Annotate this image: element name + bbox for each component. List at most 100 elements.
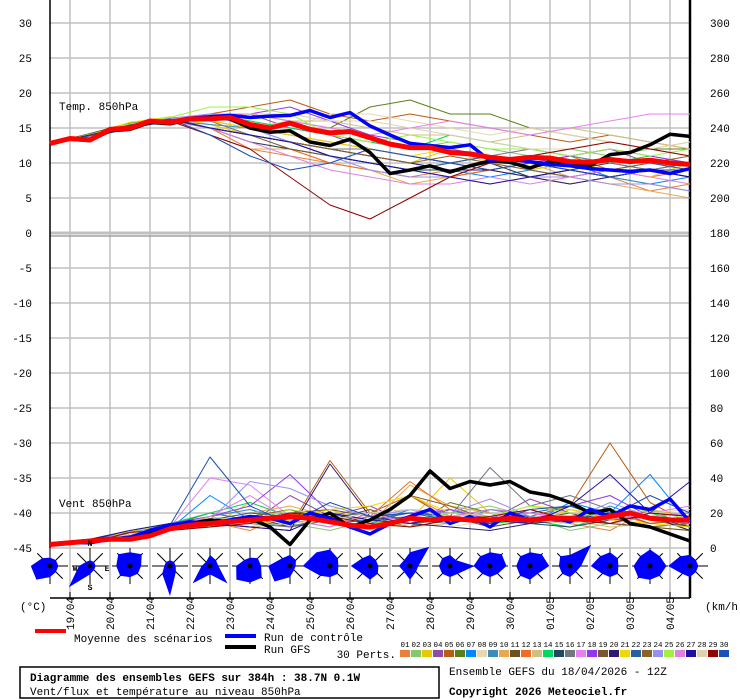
pert-swatch [455, 650, 465, 657]
pert-number: 24 [653, 642, 663, 650]
info-subtitle: Vent/flux et température au niveau 850hP… [30, 687, 301, 699]
y-tick-left: 15 [19, 124, 32, 136]
y-tick-left: -15 [12, 334, 32, 346]
pert-number: 30 [719, 642, 729, 650]
x-date-label: 20/04 [106, 597, 118, 630]
rose-center [487, 563, 493, 569]
wind-rose [590, 548, 628, 584]
temp-pert-28-line [49, 113, 691, 150]
pert-number: 11 [510, 642, 520, 650]
pert-number: 08 [477, 642, 486, 650]
x-date-label: 24/04 [266, 597, 278, 630]
rose-shape [192, 554, 228, 584]
x-date-label: 29/04 [466, 597, 478, 630]
x-date-label: 23/04 [226, 597, 238, 630]
pert-number: 18 [587, 642, 596, 650]
rose-shape [302, 549, 339, 578]
wind-mean-line [49, 510, 690, 547]
temp-panel-title: Temp. 850hPa [59, 102, 139, 114]
left-unit-label: (°C) [20, 602, 46, 614]
pert-swatch [708, 650, 718, 657]
x-date-label: 02/05 [586, 597, 598, 630]
y-tick-right: 20 [710, 509, 723, 521]
y-tick-left: -35 [12, 474, 32, 486]
pert-number: 28 [697, 642, 706, 650]
pert-number: 14 [543, 642, 553, 650]
rose-shape [268, 554, 296, 582]
pert-number: 05 [444, 642, 454, 650]
y-tick-left: 20 [19, 89, 32, 101]
wind-rose: N S W E [68, 540, 110, 593]
rose-center [407, 563, 413, 569]
wind-rose [392, 546, 430, 584]
pert-swatch [510, 650, 520, 657]
y-tick-left: -40 [12, 509, 32, 521]
rose-shape [590, 552, 619, 578]
y-tick-right: 0 [710, 544, 717, 556]
rose-center [367, 563, 373, 569]
wind-roses: N S W E [30, 540, 708, 596]
x-date-labels: 19/04 20/04 21/04 22/04 23/04 24/04 25/04 26/04… [66, 592, 678, 630]
run-info: Ensemble GEFS du 18/04/2026 - 12Z [449, 667, 667, 679]
x-date-label: 04/05 [666, 597, 678, 630]
y-tick-right: 240 [710, 124, 730, 136]
pert-swatch [499, 650, 509, 657]
wind-rose [30, 548, 68, 584]
rose-center [687, 563, 693, 569]
wind-panel-title: Vent 850hPa [59, 499, 132, 511]
rose-center [567, 563, 573, 569]
y-tick-right: 120 [710, 334, 730, 346]
y-tick-left: -10 [12, 299, 32, 311]
pert-swatch [664, 650, 674, 657]
pert-swatch [411, 650, 421, 657]
pert-swatch [642, 650, 652, 657]
x-date-label: 22/04 [186, 597, 198, 630]
right-unit-label: (km/h) [705, 602, 740, 614]
rose-center [207, 563, 213, 569]
pert-number: 02 [411, 642, 420, 650]
rose-shape [162, 560, 176, 596]
pert-number: 03 [422, 642, 432, 650]
pert-number: 23 [642, 642, 652, 650]
pert-swatch [697, 650, 707, 657]
pert-number: 06 [455, 642, 465, 650]
x-date-label: 26/04 [346, 597, 358, 630]
rose-center [167, 563, 173, 569]
pert-number: 10 [499, 642, 509, 650]
y-tick-left: 10 [19, 159, 32, 171]
perts-legend: 01 02 03 04 05 06 07 08 09 10 11 12 13 14 15 16 17 18 19 20… [400, 642, 729, 657]
pert-swatch [598, 650, 608, 657]
pert-number: 26 [675, 642, 685, 650]
y-tick-right: 80 [710, 404, 723, 416]
y-tick-right: 160 [710, 264, 730, 276]
rose-shape [30, 557, 59, 580]
pert-number: 21 [620, 642, 630, 650]
y-tick-left: 25 [19, 54, 32, 66]
pert-number: 25 [664, 642, 674, 650]
legend-gfs-label: Run GFS [264, 645, 311, 657]
pert-number: 20 [609, 642, 619, 650]
compass-label-e: E [105, 565, 110, 574]
rose-center [287, 563, 293, 569]
temp-mean-line [49, 115, 691, 167]
wind-rose [232, 548, 268, 584]
pert-swatch [444, 650, 454, 657]
pert-number: 12 [521, 642, 530, 650]
wind-rose [432, 548, 475, 584]
wind-rose [302, 548, 348, 584]
y-tick-right: 260 [710, 89, 730, 101]
wind-rose [512, 548, 550, 584]
legend-control-label: Run de contrôle [264, 633, 363, 645]
rose-center [527, 563, 533, 569]
compass-label-s: S [88, 584, 93, 593]
rose-center [327, 563, 333, 569]
y-tick-left: 30 [19, 19, 32, 31]
compass-label-w: W [73, 565, 78, 574]
pert-swatch [675, 650, 685, 657]
pert-swatch [609, 650, 619, 657]
rose-shape [398, 546, 430, 580]
compass-label-n: N [88, 540, 93, 549]
pert-number: 27 [686, 642, 695, 650]
